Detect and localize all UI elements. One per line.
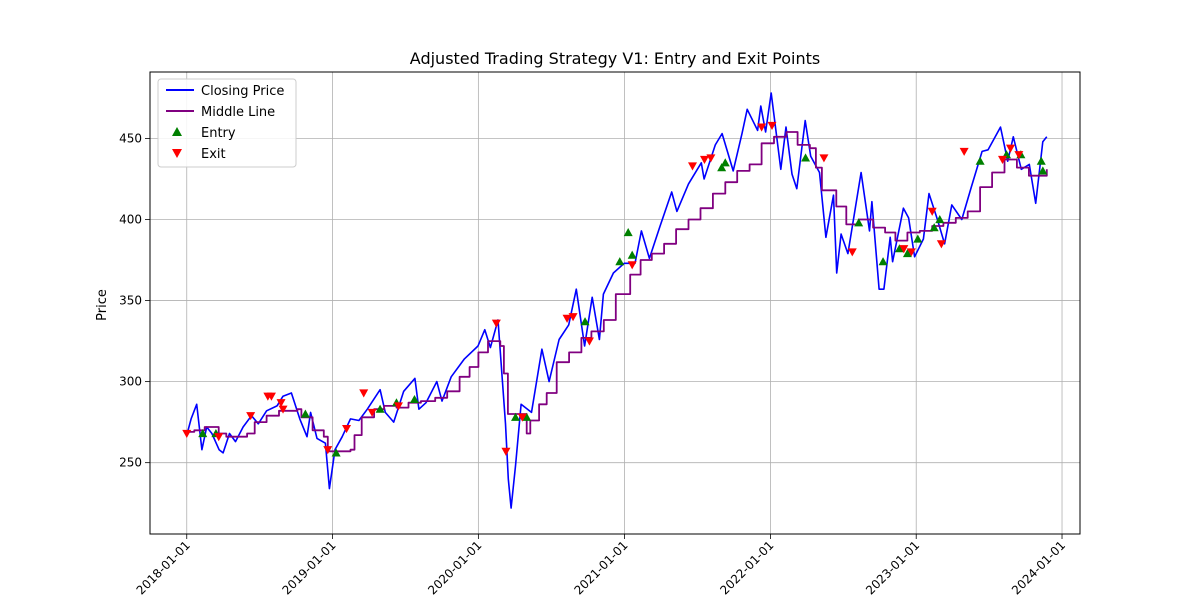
entry-marker	[615, 257, 625, 266]
exit-marker	[367, 408, 377, 417]
entry-marker	[511, 412, 521, 421]
legend-item-exit: Exit	[172, 147, 226, 162]
exit-marker	[562, 314, 572, 323]
exit-marker	[491, 319, 501, 328]
legend-swatch	[172, 127, 182, 136]
chart-title: Adjusted Trading Strategy V1: Entry and …	[410, 49, 820, 68]
exit-marker	[276, 399, 286, 408]
legend-box	[157, 78, 297, 168]
plot-frame	[149, 71, 1081, 535]
entry-marker	[522, 412, 532, 421]
exit-marker	[1005, 144, 1015, 153]
legend-item-entry: Entry	[172, 126, 236, 141]
exit-marker	[501, 447, 511, 456]
exit-marker	[847, 248, 857, 257]
exit-marker	[517, 413, 527, 422]
entry-marker	[1038, 166, 1048, 175]
entry-marker	[878, 257, 888, 266]
exit-marker	[688, 162, 697, 171]
legend-item-closing-price: Closing Price	[166, 84, 284, 99]
entry-marker	[894, 244, 904, 253]
entry-marker	[627, 250, 637, 259]
exit-marker	[699, 155, 709, 165]
exit-marker	[899, 245, 909, 254]
exit-marker	[182, 429, 192, 438]
entry-marker	[300, 409, 310, 418]
entry-marker	[913, 234, 923, 243]
legend-label: Entry	[201, 126, 236, 141]
series-middle-line	[187, 131, 1048, 453]
exit-marker	[323, 446, 333, 455]
legend-label: Exit	[201, 147, 226, 162]
y-tick-label: 250	[119, 456, 142, 470]
exit-marker	[959, 147, 969, 156]
entry-marker	[975, 156, 985, 165]
middle-line-line	[187, 131, 1048, 453]
exit-marker	[819, 154, 829, 163]
series-exit	[182, 121, 1024, 456]
entry-marker	[929, 223, 939, 232]
entry-marker	[623, 227, 633, 237]
grid-lines	[150, 72, 1080, 534]
exit-marker	[998, 155, 1007, 165]
exit-marker	[706, 154, 716, 163]
series-layer	[182, 92, 1048, 509]
legend-swatch	[172, 149, 182, 158]
exit-marker	[757, 123, 767, 132]
legend-label: Closing Price	[201, 84, 284, 99]
exit-marker	[906, 248, 916, 257]
entry-marker	[409, 394, 419, 404]
legend-label: Middle Line	[201, 105, 275, 120]
entry-marker	[580, 317, 590, 326]
y-tick-label: 400	[119, 213, 142, 227]
entry-marker	[935, 215, 945, 224]
entry-marker	[375, 404, 385, 413]
exit-marker	[214, 433, 224, 442]
entry-marker	[1036, 156, 1046, 165]
exit-marker	[266, 392, 276, 401]
exit-marker	[246, 412, 256, 421]
exit-marker	[342, 425, 352, 434]
legend: Closing Price Middle Line Entry Exit	[157, 78, 297, 168]
entry-marker	[801, 153, 811, 162]
y-tick-label: 300	[119, 375, 142, 389]
entry-marker	[198, 428, 208, 438]
entry-marker	[854, 218, 864, 227]
exit-marker	[767, 121, 777, 130]
entry-marker	[902, 249, 912, 258]
exit-marker	[936, 240, 946, 249]
exit-marker	[278, 405, 288, 414]
series-entry	[198, 150, 1048, 457]
exit-marker	[627, 261, 637, 270]
y-tick-label: 350	[119, 294, 142, 308]
entry-marker	[717, 163, 727, 172]
legend-item-middle-line: Middle Line	[166, 105, 275, 120]
exit-marker	[393, 402, 403, 411]
y-axis-label: Price	[95, 289, 110, 321]
exit-marker	[584, 337, 594, 346]
exit-marker	[568, 313, 578, 322]
entry-marker	[331, 448, 341, 457]
exit-marker	[359, 389, 369, 398]
y-tick-label: 450	[119, 131, 142, 145]
exit-marker	[927, 207, 937, 216]
entry-marker	[720, 158, 730, 167]
y-axis-ticks: 250 300 350 400 450	[119, 131, 150, 470]
exit-marker	[1014, 151, 1024, 160]
